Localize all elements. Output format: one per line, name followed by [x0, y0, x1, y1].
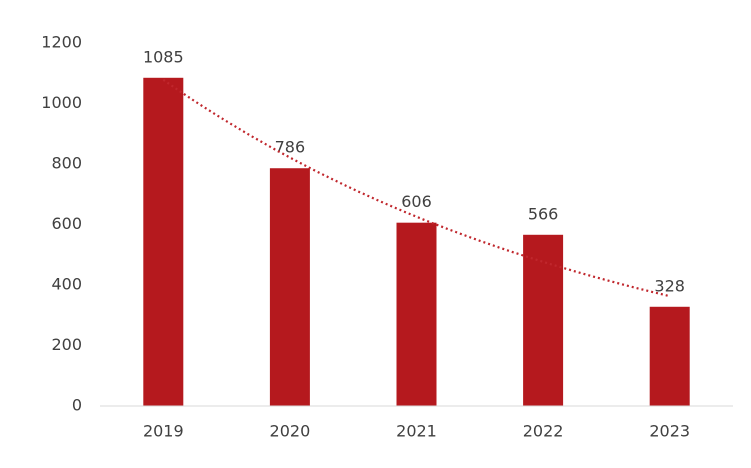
y-tick-label: 200 [51, 335, 82, 354]
x-tick-label: 2019 [143, 422, 184, 441]
y-tick-label: 800 [51, 154, 82, 173]
bar [269, 168, 310, 406]
bar [523, 234, 564, 406]
y-tick-label: 400 [51, 275, 82, 294]
data-label: 1085 [143, 47, 184, 66]
y-tick-label: 600 [51, 214, 82, 233]
x-tick-label: 2023 [649, 422, 690, 441]
y-tick-label: 1200 [41, 33, 82, 52]
trendline [162, 78, 670, 298]
y-tick-label: 0 [72, 396, 82, 415]
bar [396, 222, 437, 406]
data-label: 566 [528, 204, 559, 223]
x-tick-label: 2021 [396, 422, 437, 441]
data-label: 606 [401, 192, 432, 211]
x-tick-label: 2020 [270, 422, 311, 441]
data-label: 328 [654, 276, 685, 295]
bar [649, 306, 690, 406]
bar [143, 77, 184, 406]
x-tick-label: 2022 [523, 422, 564, 441]
y-tick-label: 1000 [41, 93, 82, 112]
data-label: 786 [275, 138, 306, 157]
